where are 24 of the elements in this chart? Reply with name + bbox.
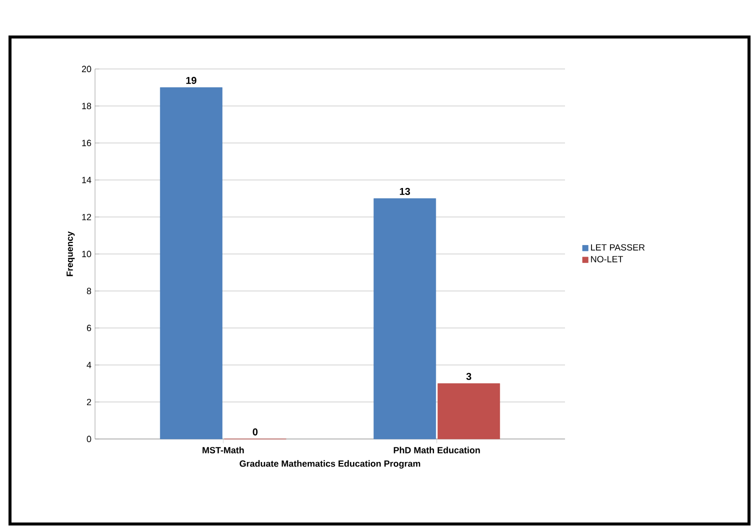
y-tick-label: 20 <box>82 66 92 72</box>
data-label: 13 <box>400 188 410 195</box>
data-label: 0 <box>252 428 258 436</box>
legend-label: NO-LET <box>591 256 624 262</box>
data-label: 19 <box>186 76 196 84</box>
data-label: 3 <box>466 372 472 380</box>
bar <box>438 383 500 440</box>
y-tick-label: 0 <box>86 436 92 442</box>
y-tick-label: 10 <box>82 250 92 258</box>
bar <box>374 198 436 440</box>
bar <box>160 87 222 440</box>
y-tick-label: 2 <box>86 398 92 406</box>
y-tick-label: 16 <box>82 140 92 146</box>
x-tick-label: PhD Math Education <box>394 446 480 454</box>
y-tick-label: 18 <box>82 102 92 110</box>
x-tick-label: MST-Math <box>202 446 244 454</box>
y-tick-label: 14 <box>82 176 92 184</box>
y-tick-label: 6 <box>86 324 92 332</box>
y-axis-title: Frequency <box>66 231 75 276</box>
y-tick-label: 4 <box>86 362 92 368</box>
x-axis-title: Graduate Mathematics Education Program <box>240 460 420 469</box>
y-tick-label: 12 <box>82 214 92 220</box>
legend-label: LET PASSER <box>591 244 645 251</box>
y-tick-label: 8 <box>86 288 92 294</box>
